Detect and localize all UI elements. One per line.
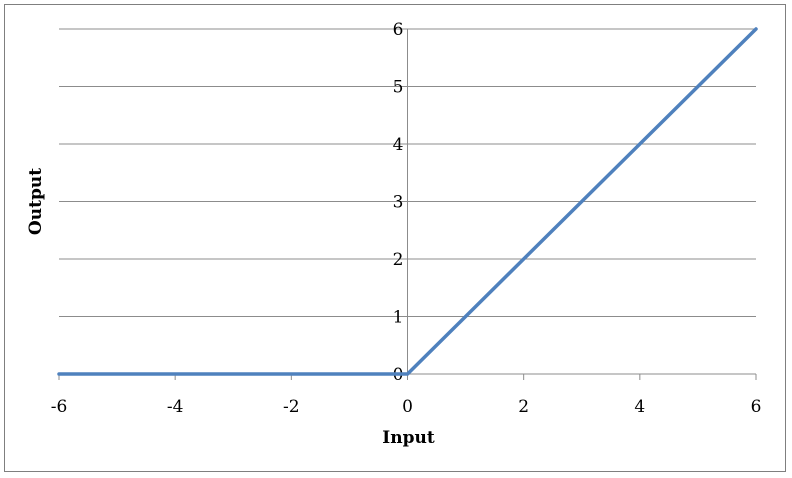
x-tick-label: 6 [751,397,762,417]
y-tick-label: 3 [393,193,404,213]
x-tick-label: -6 [51,397,68,417]
x-tick-label: 2 [518,397,529,417]
chart-frame [4,4,786,472]
y-tick-label: 4 [393,135,404,155]
series-line-0 [57,27,758,376]
axes [58,28,757,380]
y-tick-label: 2 [393,250,404,270]
x-tick-labels: -6 -4 -2 0 2 4 6 [51,397,762,417]
x-axis-title: Input [382,428,435,448]
x-tick-label: -4 [167,397,184,417]
x-tick-label: 4 [634,397,645,417]
y-tick-label: 6 [393,20,404,40]
y-tick-label: 5 [393,78,404,98]
x-tick-label: 0 [402,397,413,417]
series [57,27,758,376]
y-axis-title: Output [26,168,46,235]
y-tick-label: 1 [393,308,404,328]
x-tick-label: -2 [283,397,300,417]
